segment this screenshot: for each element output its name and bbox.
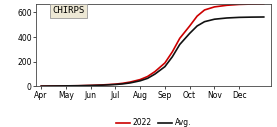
Avg. [238,17,241,18]
2022 [196,15,199,17]
2022 [52,85,55,87]
Avg. [129,82,132,84]
Text: CHIRPS: CHIRPS [53,6,85,15]
Avg. [225,17,229,19]
Avg. [138,80,142,82]
Avg. [76,85,80,86]
Avg. [196,25,199,27]
2022 [250,3,253,5]
2022 [171,51,174,53]
2022 [101,84,105,86]
Avg. [163,66,166,67]
Legend: 2022, Avg.: 2022, Avg. [113,115,194,127]
2022 [238,4,241,5]
2022 [76,85,80,86]
2022 [188,25,191,27]
2022 [153,71,157,72]
Avg. [153,73,157,75]
2022 [178,38,181,39]
Avg. [101,84,105,86]
Avg. [262,16,266,18]
Line: 2022: 2022 [41,4,264,86]
2022 [203,9,206,11]
Avg. [39,85,43,87]
2022 [89,85,92,86]
Avg. [89,85,92,86]
Avg. [188,33,191,34]
2022 [213,6,216,8]
2022 [146,76,149,77]
2022 [64,85,67,87]
Avg. [171,56,174,58]
Avg. [203,21,206,22]
2022 [163,62,166,64]
2022 [129,81,132,83]
Avg. [250,16,253,18]
Avg. [146,78,149,79]
Avg. [178,44,181,45]
Avg. [213,18,216,20]
2022 [39,85,43,87]
2022 [114,83,117,85]
2022 [121,83,124,84]
2022 [138,79,142,80]
Avg. [114,84,117,85]
2022 [262,3,266,5]
2022 [225,5,229,6]
Avg. [121,83,124,85]
Line: Avg.: Avg. [41,17,264,86]
Avg. [64,85,67,87]
Avg. [52,85,55,87]
